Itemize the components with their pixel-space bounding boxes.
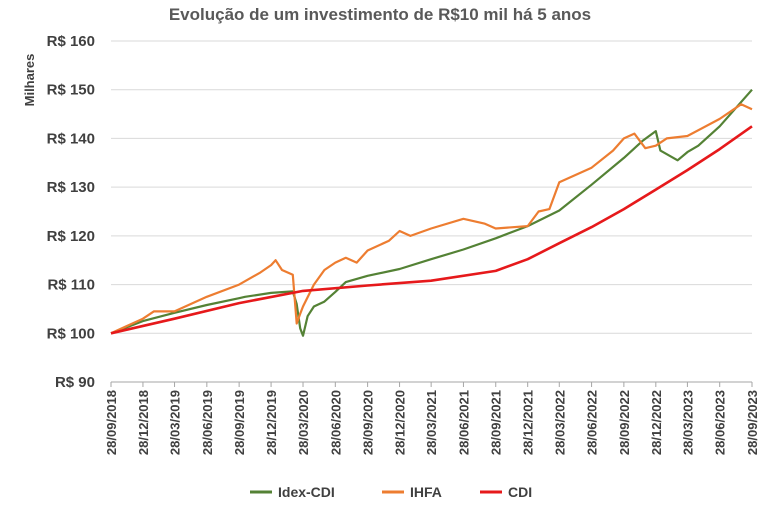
x-tick-label: 28/03/2022 xyxy=(552,390,567,455)
x-tick-label: 28/06/2023 xyxy=(713,390,728,455)
y-tick-label: R$ 100 xyxy=(47,325,95,342)
x-tick-label: 28/03/2019 xyxy=(168,390,183,455)
x-tick-label: 28/12/2019 xyxy=(264,390,279,455)
x-tick-label: 28/06/2020 xyxy=(328,390,343,455)
x-tick-label: 28/12/2022 xyxy=(649,390,664,455)
y-tick-label: R$ 130 xyxy=(47,179,95,196)
x-tick-label: 28/09/2021 xyxy=(489,390,504,455)
y-tick-label: R$ 150 xyxy=(47,82,95,99)
legend-label: IHFA xyxy=(410,484,442,500)
x-tick-label: 28/12/2021 xyxy=(521,390,536,455)
x-tick-label: 28/09/2022 xyxy=(617,390,632,455)
gridlines xyxy=(111,40,752,334)
y-tick-label: R$ 90 xyxy=(55,374,95,391)
chart-title: Evolução de um investimento de R$10 mil … xyxy=(169,5,591,24)
x-tick-label: 28/09/2019 xyxy=(232,390,247,455)
x-tick-label: 28/03/2021 xyxy=(424,390,439,455)
x-tick-label: 28/12/2020 xyxy=(393,390,408,455)
x-axis: 28/09/2018 28/12/2018 28/03/2019 28/06/2019… xyxy=(104,381,760,455)
legend-label: Idex-CDI xyxy=(278,484,335,500)
x-tick-label: 28/03/2023 xyxy=(680,390,695,455)
series-line-idex-cdi xyxy=(110,88,753,337)
x-tick-label: 28/03/2020 xyxy=(296,390,311,455)
y-tick-label: R$ 110 xyxy=(47,277,95,294)
x-tick-label: 28/12/2018 xyxy=(136,390,151,455)
legend-label: CDI xyxy=(508,484,532,500)
x-tick-label: 28/06/2021 xyxy=(456,390,471,455)
x-tick-label: 28/09/2023 xyxy=(745,390,760,455)
x-tick-label: 28/06/2022 xyxy=(585,390,600,455)
y-tick-label: R$ 120 xyxy=(47,228,95,245)
x-tick-label: 28/09/2020 xyxy=(361,390,376,455)
y-axis-label: Milhares xyxy=(22,54,37,107)
x-tick-label: 28/06/2019 xyxy=(200,390,215,455)
y-tick-label: R$ 160 xyxy=(47,33,95,50)
x-tick-label: 28/09/2018 xyxy=(104,390,119,455)
series-line-ihfa xyxy=(110,103,753,335)
legend: Idex-CDI IHFA CDI xyxy=(250,484,532,500)
y-axis-ticks: R$ 90 R$ 100 R$ 110 R$ 120 R$ 130 R$ 140 R$ 15… xyxy=(47,33,95,391)
series-line-cdi xyxy=(110,125,753,335)
y-tick-label: R$ 140 xyxy=(47,130,95,147)
series-lines xyxy=(110,88,753,337)
